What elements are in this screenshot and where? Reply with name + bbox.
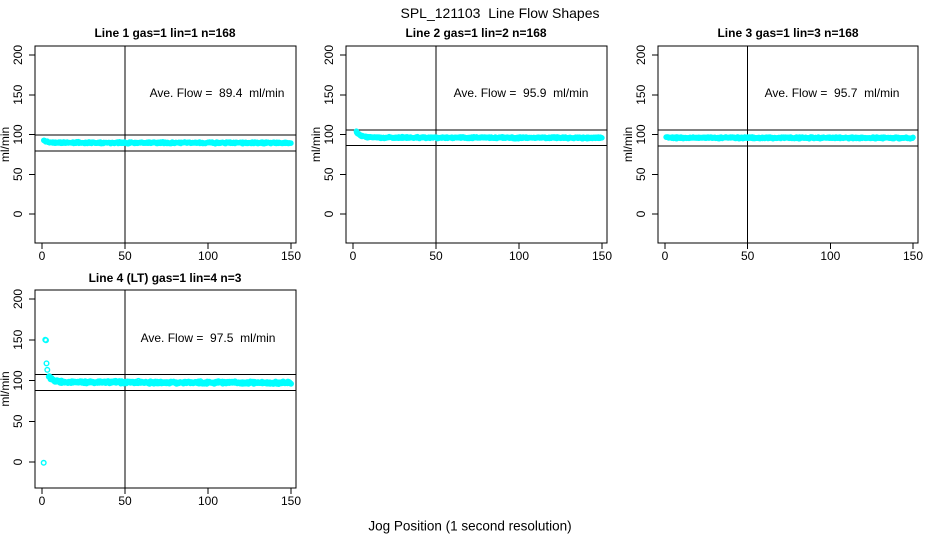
panel-4-plot: 0 50 100 150 200 0 50 100 150 ml/min	[0, 289, 301, 508]
y-axis-title: ml/min	[621, 127, 635, 162]
y-tick-label: 0	[634, 210, 648, 217]
plot-box	[34, 289, 297, 489]
y-tick-label: 50	[322, 167, 336, 181]
outlier-point	[40, 459, 47, 466]
x-tick-label: 0	[39, 249, 46, 263]
panel-4-annotation: Ave. Flow = 97.5 ml/min	[140, 331, 276, 345]
plot-box	[345, 45, 608, 244]
page-title: SPL_121103 Line Flow Shapes	[400, 5, 600, 21]
data-points	[663, 134, 916, 142]
y-axis-title: ml/min	[0, 371, 12, 406]
y-tick-label: 0	[11, 210, 25, 217]
y-tick-label: 150	[634, 84, 648, 104]
panel-2-plot: 0 50 100 150 200 0 50 100 150 ml/min	[309, 45, 612, 263]
x-tick-label: 50	[741, 249, 755, 263]
x-tick-label: 0	[350, 249, 357, 263]
panel-2-annotation: Ave. Flow = 95.9 ml/min	[453, 86, 589, 100]
panel-2-title: Line 2 gas=1 lin=2 n=168	[405, 26, 547, 40]
y-tick-label: 0	[322, 210, 336, 217]
data-points	[353, 128, 605, 142]
outlier-point	[43, 360, 50, 367]
x-tick-label: 100	[509, 249, 529, 263]
x-tick-label: 0	[662, 249, 669, 263]
x-tick-label: 100	[198, 494, 218, 508]
data-points	[41, 137, 294, 147]
y-tick-label: 100	[11, 370, 25, 390]
y-tick-label: 200	[11, 45, 25, 65]
x-tick-label: 150	[281, 494, 301, 508]
plot-box	[657, 45, 919, 244]
x-axis-label: Jog Position (1 second resolution)	[368, 518, 572, 534]
y-tick-label: 100	[634, 124, 648, 144]
panel-1-annotation: Ave. Flow = 89.4 ml/min	[149, 86, 285, 100]
data-points	[40, 336, 295, 466]
x-tick-label: 100	[820, 249, 840, 263]
panel-1-plot: 0 50 100 150 200 0 50 100 150 ml/min	[0, 45, 301, 263]
y-tick-label: 150	[322, 84, 336, 104]
x-tick-label: 100	[198, 249, 218, 263]
panel-3-annotation: Ave. Flow = 95.7 ml/min	[764, 86, 900, 100]
x-tick-label: 50	[118, 249, 132, 263]
panel-3-plot: 0 50 100 150 200 0 50 100 150 ml/min	[621, 45, 923, 263]
y-tick-label: 50	[11, 167, 25, 181]
y-tick-label: 200	[322, 45, 336, 65]
x-tick-label: 0	[39, 494, 46, 508]
x-tick-label: 150	[903, 249, 923, 263]
x-tick-label: 150	[281, 249, 301, 263]
y-tick-label: 100	[11, 124, 25, 144]
y-tick-label: 200	[634, 45, 648, 65]
outlier-point	[43, 337, 50, 344]
panel-1-title: Line 1 gas=1 lin=1 n=168	[94, 26, 236, 40]
panel-3-title: Line 3 gas=1 lin=3 n=168	[717, 26, 859, 40]
y-axis-title: ml/min	[0, 127, 12, 162]
y-tick-label: 50	[634, 167, 648, 181]
plot-box	[34, 45, 297, 244]
y-tick-label: 50	[11, 414, 25, 428]
y-tick-label: 0	[11, 458, 25, 465]
panel-4-title: Line 4 (LT) gas=1 lin=4 n=3	[88, 271, 242, 285]
y-tick-label: 200	[11, 289, 25, 309]
y-tick-label: 150	[11, 84, 25, 104]
x-tick-label: 150	[592, 249, 612, 263]
y-tick-label: 150	[11, 329, 25, 349]
y-axis-title: ml/min	[309, 127, 323, 162]
y-tick-label: 100	[322, 124, 336, 144]
outlier-point	[44, 366, 51, 373]
x-tick-label: 50	[429, 249, 443, 263]
x-tick-label: 50	[118, 494, 132, 508]
